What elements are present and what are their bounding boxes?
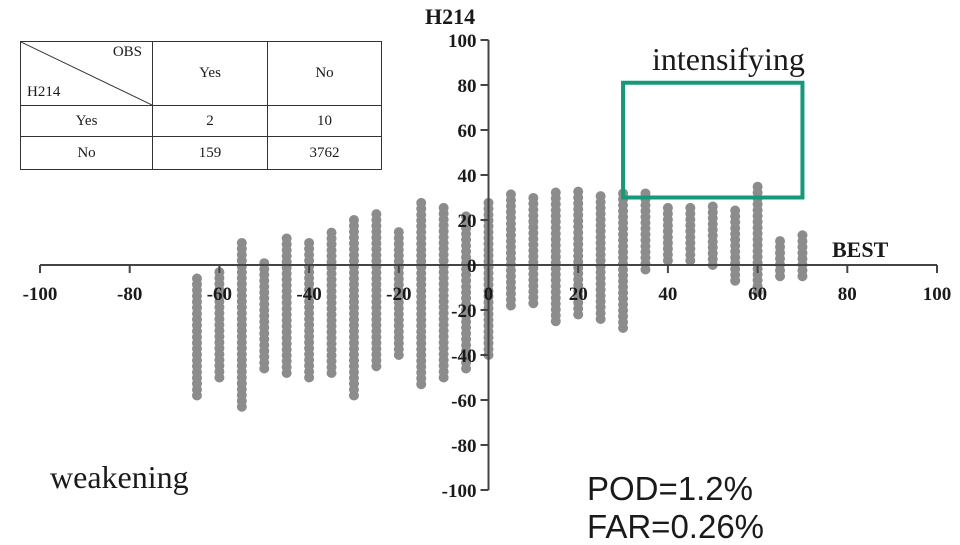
weakening-label: weakening	[50, 459, 189, 495]
diagonal-line	[21, 42, 152, 105]
data-point	[281, 233, 292, 244]
y-tick-label: -80	[451, 436, 476, 457]
data-point	[371, 209, 382, 220]
pod-stat: POD=1.2%	[587, 470, 753, 507]
data-point	[550, 187, 561, 198]
data-point	[528, 192, 539, 203]
y-tick-label: 80	[458, 76, 477, 97]
diagonal-header-cell: OBS H214	[20, 41, 153, 106]
data-point	[259, 258, 270, 269]
data-point	[304, 237, 315, 248]
y-tick-label: -60	[451, 391, 476, 412]
y-tick-label: 0	[467, 256, 477, 277]
data-point	[416, 197, 427, 208]
intensifying-label: intensifying	[652, 41, 805, 77]
y-tick-label: 100	[448, 31, 477, 52]
y-tick-label: -20	[451, 301, 476, 322]
tick-labels: -100 -80 -60 -40 -20 0 20 40 60 80 100 100 80 60 40 20 0…	[23, 31, 952, 502]
x-tick-label: 20	[569, 284, 588, 305]
data-point	[573, 186, 584, 197]
data-point	[662, 202, 673, 213]
row-header-yes: Yes	[20, 105, 153, 137]
table-row: No 159 3762	[20, 136, 382, 170]
data-point	[236, 237, 247, 248]
h214-header: H214	[27, 84, 61, 100]
data-point	[685, 202, 696, 213]
data-point	[505, 189, 516, 200]
table-cell: 159	[152, 136, 268, 170]
contingency-table: OBS H214 Yes No Yes 2 10 No 159 3762	[20, 41, 382, 170]
data-points	[191, 181, 808, 412]
y-tick-label: -100	[442, 481, 477, 502]
table-cell: 2	[152, 105, 268, 137]
y-axis-title: H214	[425, 4, 475, 29]
col-header-yes: Yes	[152, 41, 268, 106]
x-tick-label: 0	[484, 284, 494, 305]
data-point	[438, 202, 449, 213]
x-tick-label: 100	[923, 284, 952, 305]
col-header-no: No	[267, 41, 382, 106]
table-cell: 10	[267, 105, 382, 137]
data-point	[326, 227, 337, 238]
data-point	[393, 227, 404, 238]
table-row: Yes 2 10	[20, 105, 382, 137]
x-tick-label: -60	[207, 284, 232, 305]
data-point	[191, 273, 202, 284]
x-axis-title: BEST	[832, 237, 889, 262]
x-tick-label: -80	[117, 284, 142, 305]
x-tick-label: 40	[658, 284, 677, 305]
obs-header: OBS	[112, 44, 142, 60]
x-tick-label: -20	[386, 284, 411, 305]
y-tick-label: -40	[451, 346, 476, 367]
far-stat: FAR=0.26%	[587, 508, 764, 545]
y-tick-label: 40	[458, 166, 477, 187]
x-tick-label: 80	[838, 284, 857, 305]
data-point	[775, 236, 786, 247]
data-point	[595, 191, 606, 202]
data-point	[707, 201, 718, 212]
table-cell: 3762	[267, 136, 382, 170]
y-tick-label: 60	[458, 121, 477, 142]
table-header-row: OBS H214 Yes No	[20, 41, 382, 106]
x-tick-label: -100	[23, 284, 58, 305]
row-header-no: No	[20, 136, 153, 170]
data-point	[752, 181, 763, 192]
x-tick-label: -40	[296, 284, 321, 305]
data-point	[461, 211, 472, 222]
data-point	[730, 205, 741, 216]
x-tick-label: 60	[748, 284, 767, 305]
data-point	[797, 230, 808, 241]
data-point	[348, 215, 359, 225]
y-tick-label: 20	[458, 211, 477, 232]
intensifying-highlight-box	[621, 80, 805, 200]
axes	[39, 39, 938, 491]
